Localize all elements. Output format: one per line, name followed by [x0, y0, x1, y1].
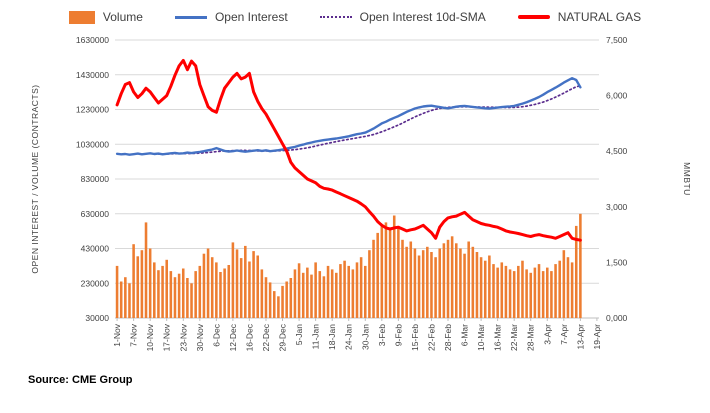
- chart-legend: Volume Open Interest Open Interest 10d-S…: [0, 10, 710, 24]
- svg-text:22-Mar: 22-Mar: [509, 324, 519, 351]
- x-axis: [115, 317, 599, 321]
- svg-text:1230000: 1230000: [76, 105, 109, 115]
- left-axis-title: OPEN INTEREST / VOLUME (CONTRACTS): [30, 84, 40, 273]
- svg-text:28-Mar: 28-Mar: [526, 324, 536, 351]
- axis-titles: OPEN INTEREST / VOLUME (CONTRACTS) MMBTU: [30, 84, 692, 273]
- open-interest-sma-line: [153, 84, 582, 155]
- svg-text:9-Feb: 9-Feb: [393, 324, 403, 346]
- legend-label-open-interest-sma: Open Interest 10d-SMA: [359, 10, 486, 24]
- x-axis-tick-labels: 1-Nov 7-Nov 10-Nov 17-Nov 23-Nov 30-Nov 6-Dec 1…: [112, 323, 602, 351]
- svg-text:30-Jan: 30-Jan: [360, 324, 370, 350]
- svg-text:6-Mar: 6-Mar: [460, 324, 470, 346]
- svg-text:4,500: 4,500: [606, 146, 628, 156]
- svg-text:3-Feb: 3-Feb: [377, 324, 387, 346]
- svg-text:12-Dec: 12-Dec: [228, 323, 238, 351]
- left-axis-tick-labels: 30000 230000 430000 630000 830000 1030000 1230…: [76, 35, 109, 323]
- svg-text:23-Nov: 23-Nov: [178, 323, 188, 351]
- svg-text:17-Nov: 17-Nov: [162, 323, 172, 351]
- legend-label-open-interest: Open Interest: [214, 10, 288, 24]
- svg-text:24-Jan: 24-Jan: [344, 324, 354, 350]
- svg-text:1-Nov: 1-Nov: [112, 323, 122, 346]
- svg-text:19-Apr: 19-Apr: [592, 324, 602, 350]
- svg-text:18-Jan: 18-Jan: [327, 324, 337, 350]
- svg-text:7-Nov: 7-Nov: [129, 323, 139, 346]
- svg-text:230000: 230000: [81, 278, 110, 288]
- svg-text:1630000: 1630000: [76, 35, 109, 45]
- svg-text:15-Feb: 15-Feb: [410, 324, 420, 351]
- svg-text:28-Feb: 28-Feb: [443, 324, 453, 351]
- svg-text:6-Dec: 6-Dec: [211, 323, 221, 346]
- svg-text:7,500: 7,500: [606, 35, 628, 45]
- source-note: Source: CME Group: [28, 374, 133, 386]
- right-axis-title: MMBTU: [682, 162, 692, 196]
- svg-text:16-Mar: 16-Mar: [493, 324, 503, 351]
- svg-text:0,000: 0,000: [606, 313, 628, 323]
- open-interest-line-swatch-icon: [174, 15, 207, 19]
- svg-text:10-Nov: 10-Nov: [145, 323, 155, 351]
- svg-text:5-Jan: 5-Jan: [294, 324, 304, 346]
- legend-item-open-interest: Open Interest: [174, 10, 288, 24]
- open-interest-line: [115, 76, 582, 156]
- open-interest-sma-dotted-swatch-icon: [319, 16, 352, 18]
- svg-text:7-Apr: 7-Apr: [559, 324, 569, 345]
- svg-text:30-Nov: 30-Nov: [195, 323, 205, 351]
- svg-text:1430000: 1430000: [76, 70, 109, 80]
- svg-text:1,500: 1,500: [606, 257, 628, 267]
- legend-item-natural-gas: NATURAL GAS: [517, 10, 642, 24]
- svg-text:10-Mar: 10-Mar: [476, 324, 486, 351]
- svg-text:430000: 430000: [81, 244, 110, 254]
- volume-bar-swatch-icon: [68, 10, 95, 24]
- svg-text:3-Apr: 3-Apr: [542, 324, 552, 345]
- legend-item-open-interest-sma: Open Interest 10d-SMA: [319, 10, 486, 24]
- svg-text:11-Jan: 11-Jan: [311, 324, 321, 350]
- natural-gas-line-swatch-icon: [517, 15, 550, 19]
- svg-text:6,000: 6,000: [606, 91, 628, 101]
- volume-bars: [115, 213, 582, 319]
- svg-text:16-Dec: 16-Dec: [244, 323, 254, 351]
- natural-gas-line: [115, 58, 582, 242]
- svg-text:830000: 830000: [81, 174, 110, 184]
- legend-label-volume: Volume: [102, 10, 143, 24]
- svg-text:22-Feb: 22-Feb: [427, 324, 437, 351]
- svg-text:22-Dec: 22-Dec: [261, 323, 271, 351]
- right-axis-tick-labels: 0,000 1,500 3,000 4,500 6,000 7,500: [606, 35, 628, 323]
- svg-text:3,000: 3,000: [606, 202, 628, 212]
- svg-text:1030000: 1030000: [76, 139, 109, 149]
- legend-item-volume: Volume: [68, 10, 143, 24]
- legend-label-natural-gas: NATURAL GAS: [557, 10, 642, 24]
- svg-text:29-Dec: 29-Dec: [278, 323, 288, 351]
- svg-text:13-Apr: 13-Apr: [575, 324, 585, 350]
- svg-text:30000: 30000: [85, 313, 109, 323]
- svg-text:630000: 630000: [81, 209, 110, 219]
